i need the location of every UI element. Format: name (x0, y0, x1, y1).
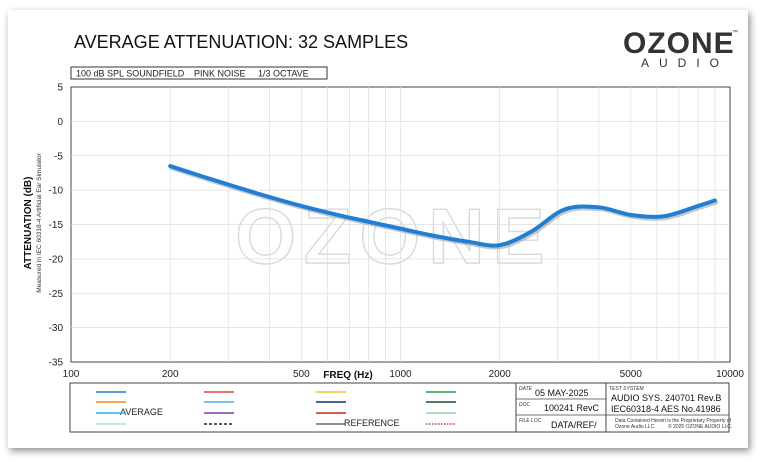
y-tick-label: -15 (49, 220, 64, 231)
title-block: DATE 05 MAY-2025 DOC 100241 RevC FILE LO… (515, 382, 732, 433)
notice-line2: Ozone Audio LLC. (615, 424, 656, 430)
legend-panel: AVERAGE REFERENCE (69, 382, 517, 433)
condition-octave: 1/3 OCTAVE (258, 69, 309, 79)
date-value: 05 MAY-2025 (535, 388, 589, 398)
notice-line1: Data Contained Herein is the Proprietary… (615, 418, 732, 424)
ozone-audio-logo: OZONE ™ AUDIO (623, 27, 738, 70)
notice-line3: © 2025 OZONE AUDIO LLC. (668, 423, 732, 430)
legend-reference-label: REFERENCE (344, 418, 400, 428)
brand-trademark: ™ (732, 29, 738, 36)
grid-lines (71, 87, 730, 362)
x-tick-labels: 100 200 500 1000 2000 5000 10000 (63, 369, 745, 380)
y-tick-label: 0 (57, 117, 63, 128)
chart-title: AVERAGE ATTENUATION: 32 SAMPLES (74, 32, 408, 52)
series-layer (168, 164, 719, 250)
brand-name: OZONE (623, 27, 735, 60)
system-key: TEST SYSTEM (609, 386, 645, 392)
y-tick-labels: 5 0 -5 -10 -15 -20 -25 -30 -35 (49, 83, 64, 369)
chart-card: AVERAGE ATTENUATION: 32 SAMPLES 100 dB S… (8, 10, 748, 448)
y-axis-sublabel: Measured in IEC 60318-4 Artificial Ear S… (36, 152, 43, 292)
y-tick-label: -5 (54, 151, 63, 162)
x-tick-label: 2000 (489, 369, 512, 380)
x-tick-label: 10000 (716, 369, 744, 380)
y-tick-label: 5 (57, 83, 63, 94)
doc-value: 100241 RevC (544, 403, 600, 413)
system-line1: AUDIO SYS. 240701 Rev.B (611, 393, 721, 403)
series-line-average (168, 164, 717, 248)
x-axis-label: FREQ (Hz) (323, 370, 372, 381)
x-tick-label: 100 (63, 369, 80, 380)
condition-soundfield: 100 dB SPL SOUNDFIELD (76, 69, 185, 79)
x-tick-label: 500 (293, 369, 310, 380)
condition-noise: PINK NOISE (194, 69, 246, 79)
legend-average-label: AVERAGE (120, 407, 163, 417)
plot-area: OZONE 100 200 500 1000 2000 5000 10000 5 0 -5 -10… (49, 83, 745, 381)
conditions-box (70, 66, 328, 80)
date-key: DATE (519, 386, 533, 392)
y-tick-label: -30 (49, 323, 64, 334)
x-tick-label: 5000 (620, 369, 643, 380)
attenuation-chart: AVERAGE ATTENUATION: 32 SAMPLES 100 dB S… (23, 27, 745, 433)
x-tick-label: 1000 (389, 369, 412, 380)
y-tick-label: -25 (49, 289, 64, 300)
brand-sub: AUDIO (641, 56, 729, 70)
doc-key: DOC (519, 402, 531, 408)
file-value: DATA/REF/ (551, 420, 597, 430)
ozone-watermark: OZONE (235, 192, 552, 280)
file-key: FILE LOC. (519, 418, 543, 424)
y-axis-label: ATTENUATION (dB) (23, 177, 34, 270)
y-tick-label: -35 (49, 358, 64, 369)
system-line2: IEC60318-4 AES No.41986 (611, 404, 721, 414)
y-tick-label: -10 (49, 186, 64, 197)
meta-right-frame (605, 382, 730, 433)
y-tick-label: -20 (49, 254, 64, 265)
x-tick-label: 200 (162, 369, 179, 380)
